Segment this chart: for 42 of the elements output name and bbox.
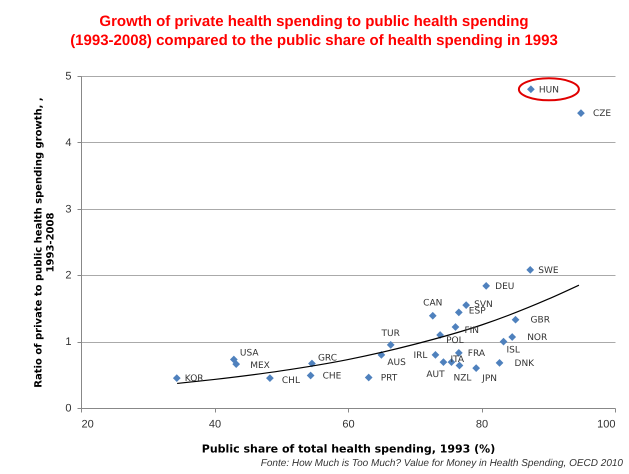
y-tick-label: 4 (65, 136, 72, 149)
annotation: ITA (450, 355, 465, 366)
annotation: GBR (530, 316, 550, 326)
x-tick-label: 60 (342, 418, 355, 430)
annotation: GRC (318, 354, 338, 364)
annotation: HUN (538, 85, 559, 96)
y-tick-label: 1 (65, 336, 72, 348)
annotation: DNK (514, 358, 536, 369)
annotation: JPN (481, 374, 497, 384)
annotation: FIN (464, 326, 480, 336)
annotation: USA (240, 348, 260, 359)
x-tick-label: 80 (476, 418, 488, 430)
annotation: NOR (527, 332, 548, 343)
annotation: POL (446, 336, 464, 346)
x-tick-label: 100 (597, 418, 616, 430)
annotation: NZL (454, 374, 472, 384)
annotation: MEX (250, 361, 270, 372)
annotation: CZE (592, 109, 612, 120)
annotation: ISL (506, 346, 520, 356)
line-series (176, 284, 580, 384)
y-tick-label: 2 (65, 270, 72, 282)
annotation: TUR (380, 328, 400, 339)
x-axis-title: Public share of total health spending, 1993 (%) (202, 442, 496, 456)
annotation: IRL (414, 350, 428, 361)
y-axis-title: Ratio of private to public health spending growth, , 1993-2008 (33, 97, 56, 388)
annotation: DEU (495, 282, 514, 292)
annotation: AUT (426, 370, 446, 380)
y-tick-label: 0 (65, 402, 72, 414)
annotation: SWE (538, 266, 559, 276)
annotation: CHE (322, 371, 342, 382)
source-note: Fonte: How Much is Too Much? Value for Money in Health Spending, OECD 2010 (260, 458, 623, 469)
annotation: AUS (387, 358, 406, 368)
annotation: FRA (468, 348, 486, 359)
annotation: CAN (423, 298, 442, 309)
annotation: ESP (468, 306, 486, 316)
y-tick-label: 3 (65, 203, 72, 216)
x-tick-label: 40 (208, 418, 222, 430)
y-tick-label: 5 (65, 70, 72, 82)
annotation: CHL (282, 376, 300, 386)
x-tick-label: 20 (82, 418, 94, 430)
chart-title: Growth of private health spending to public health spending (1993-2008) compared to the public share of health spending in 1993 (70, 13, 558, 49)
annotation: PRT (380, 373, 398, 384)
